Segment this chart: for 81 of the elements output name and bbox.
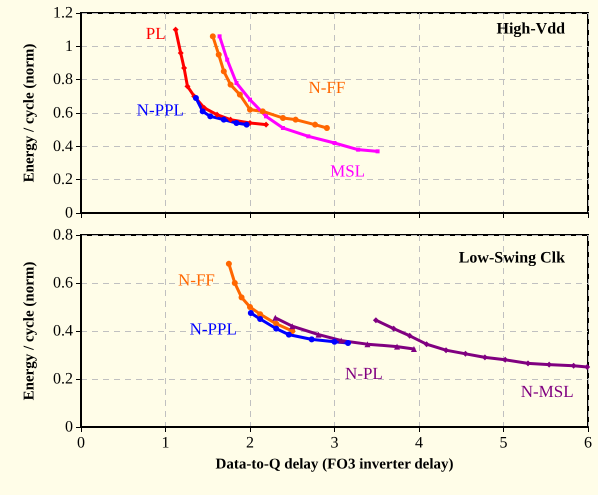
point — [280, 126, 285, 130]
point — [372, 317, 379, 324]
point — [226, 260, 232, 267]
point — [244, 122, 250, 128]
point — [410, 346, 417, 352]
x-tick-label: 3 — [330, 434, 338, 452]
series-label: N-PPL — [136, 100, 184, 120]
chart-title: High-Vdd — [496, 20, 566, 38]
y-axis-title: Energy / cycle (norm) — [22, 44, 38, 182]
x-tick-label: 4 — [415, 434, 423, 452]
point — [228, 82, 234, 88]
point — [332, 338, 338, 345]
point — [312, 122, 318, 128]
point — [233, 120, 240, 126]
point — [178, 50, 184, 56]
point — [332, 141, 336, 145]
point — [257, 316, 264, 322]
point — [280, 115, 286, 121]
point — [248, 310, 254, 316]
y-tick-label: 0.6 — [53, 104, 73, 122]
point — [248, 98, 252, 102]
point — [236, 92, 243, 98]
point — [289, 323, 296, 330]
text: Low-Swing Clk — [458, 250, 566, 266]
point — [210, 33, 216, 40]
y-tick-label: 0.2 — [53, 370, 73, 388]
point — [324, 125, 330, 131]
series-label: N-FF — [308, 78, 346, 97]
point — [376, 149, 380, 154]
series-label: N-MSL — [520, 382, 574, 401]
point — [200, 108, 206, 114]
y-tick-label: 1 — [65, 38, 73, 55]
point — [220, 68, 227, 74]
point — [364, 341, 370, 348]
point — [264, 114, 268, 118]
y-tick-label: 0.6 — [53, 274, 73, 292]
point — [207, 113, 214, 120]
y-axis-title: Energy / cycle (norm) — [22, 262, 38, 400]
point — [306, 134, 310, 138]
point — [406, 332, 413, 339]
point — [247, 304, 253, 310]
series-label: N-PL — [345, 364, 383, 383]
point — [247, 106, 253, 113]
point — [238, 294, 245, 300]
y-tick-label: 0 — [65, 204, 73, 222]
series-label: PL — [146, 24, 166, 44]
y-tick-label: 0.8 — [53, 71, 73, 88]
y-tick-label: 1.2 — [53, 4, 73, 22]
y-tick-label: 0 — [65, 418, 73, 436]
series-label: N-PPL — [190, 320, 237, 338]
point — [260, 108, 266, 114]
point — [225, 58, 230, 62]
point — [292, 116, 299, 123]
point — [273, 326, 280, 332]
point — [272, 314, 278, 321]
point — [356, 148, 360, 152]
series-label: MSL — [330, 161, 366, 180]
y-tick-label: 0.4 — [53, 138, 73, 155]
point — [216, 52, 222, 58]
x-tick-label: 2 — [246, 434, 254, 452]
point — [286, 332, 292, 338]
x-tick-label: 6 — [584, 434, 592, 452]
y-tick-label: 0.8 — [53, 226, 73, 244]
point — [345, 340, 352, 346]
point — [220, 116, 227, 123]
x-tick-label: 1 — [162, 434, 170, 452]
point — [338, 338, 344, 344]
y-tick-label: 0.4 — [53, 322, 73, 340]
y-tick-label: 0.2 — [53, 171, 73, 188]
point — [218, 34, 222, 38]
point — [234, 81, 238, 85]
point — [394, 344, 400, 350]
point — [308, 336, 315, 342]
point — [315, 332, 322, 338]
x-tick-label: 0 — [77, 434, 85, 452]
x-axis-title: Data-to-Q delay (FO3 inverter delay) — [215, 456, 454, 472]
point — [214, 112, 220, 118]
x-tick-label: 5 — [500, 434, 508, 452]
point — [232, 280, 238, 286]
series-label: N-FF — [178, 270, 215, 290]
point — [390, 326, 397, 332]
